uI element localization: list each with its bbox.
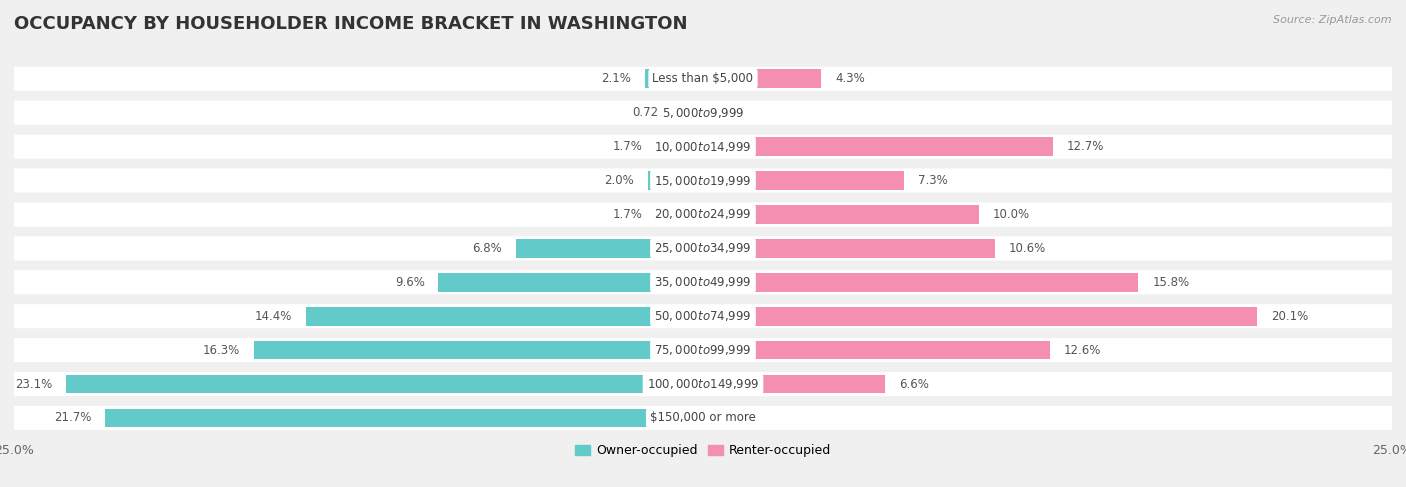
FancyBboxPatch shape	[14, 338, 1392, 362]
Text: OCCUPANCY BY HOUSEHOLDER INCOME BRACKET IN WASHINGTON: OCCUPANCY BY HOUSEHOLDER INCOME BRACKET …	[14, 15, 688, 33]
Text: 0.0%: 0.0%	[717, 412, 747, 425]
Text: 23.1%: 23.1%	[15, 377, 52, 391]
Text: 6.6%: 6.6%	[898, 377, 928, 391]
Text: 20.1%: 20.1%	[1271, 310, 1308, 323]
Text: 10.0%: 10.0%	[993, 208, 1029, 221]
Text: $75,000 to $99,999: $75,000 to $99,999	[654, 343, 752, 357]
Text: 1.7%: 1.7%	[613, 140, 643, 153]
FancyBboxPatch shape	[14, 169, 1392, 192]
FancyBboxPatch shape	[14, 101, 1392, 125]
FancyBboxPatch shape	[14, 406, 1392, 430]
Bar	[657, 205, 703, 224]
Bar	[648, 171, 703, 190]
Text: 2.0%: 2.0%	[605, 174, 634, 187]
Text: 16.3%: 16.3%	[202, 344, 240, 356]
Bar	[66, 375, 703, 393]
Text: $15,000 to $19,999: $15,000 to $19,999	[654, 173, 752, 187]
Text: 6.8%: 6.8%	[472, 242, 502, 255]
FancyBboxPatch shape	[14, 203, 1392, 226]
Text: $100,000 to $149,999: $100,000 to $149,999	[647, 377, 759, 391]
Bar	[105, 409, 703, 427]
Text: Source: ZipAtlas.com: Source: ZipAtlas.com	[1274, 15, 1392, 25]
Text: $5,000 to $9,999: $5,000 to $9,999	[662, 106, 744, 120]
Text: $20,000 to $24,999: $20,000 to $24,999	[654, 207, 752, 222]
Text: 10.6%: 10.6%	[1010, 242, 1046, 255]
Text: 2.1%: 2.1%	[602, 72, 631, 85]
Text: 0.72%: 0.72%	[633, 106, 669, 119]
Bar	[516, 239, 703, 258]
Bar	[703, 307, 1257, 325]
Bar	[307, 307, 703, 325]
Bar	[703, 239, 995, 258]
Text: $10,000 to $14,999: $10,000 to $14,999	[654, 140, 752, 153]
FancyBboxPatch shape	[14, 304, 1392, 328]
FancyBboxPatch shape	[14, 134, 1392, 159]
Bar	[703, 375, 884, 393]
Bar	[703, 205, 979, 224]
Bar	[703, 171, 904, 190]
Text: 14.4%: 14.4%	[254, 310, 292, 323]
FancyBboxPatch shape	[14, 236, 1392, 261]
Text: 1.7%: 1.7%	[613, 208, 643, 221]
Bar	[703, 341, 1050, 359]
Text: 21.7%: 21.7%	[53, 412, 91, 425]
Text: $25,000 to $34,999: $25,000 to $34,999	[654, 242, 752, 255]
Bar	[657, 137, 703, 156]
Text: $150,000 or more: $150,000 or more	[650, 412, 756, 425]
Text: 0.0%: 0.0%	[717, 106, 747, 119]
Bar	[254, 341, 703, 359]
Text: $50,000 to $74,999: $50,000 to $74,999	[654, 309, 752, 323]
Text: $35,000 to $49,999: $35,000 to $49,999	[654, 275, 752, 289]
Text: 12.7%: 12.7%	[1067, 140, 1104, 153]
Bar	[703, 70, 821, 88]
FancyBboxPatch shape	[14, 67, 1392, 91]
Legend: Owner-occupied, Renter-occupied: Owner-occupied, Renter-occupied	[569, 439, 837, 463]
Bar	[683, 103, 703, 122]
Text: 7.3%: 7.3%	[918, 174, 948, 187]
Bar	[645, 70, 703, 88]
Bar	[439, 273, 703, 292]
Bar	[703, 137, 1053, 156]
Text: Less than $5,000: Less than $5,000	[652, 72, 754, 85]
Text: 15.8%: 15.8%	[1152, 276, 1189, 289]
Text: 9.6%: 9.6%	[395, 276, 425, 289]
Text: 4.3%: 4.3%	[835, 72, 865, 85]
FancyBboxPatch shape	[14, 270, 1392, 294]
FancyBboxPatch shape	[14, 372, 1392, 396]
Text: 12.6%: 12.6%	[1064, 344, 1101, 356]
Bar	[703, 273, 1139, 292]
